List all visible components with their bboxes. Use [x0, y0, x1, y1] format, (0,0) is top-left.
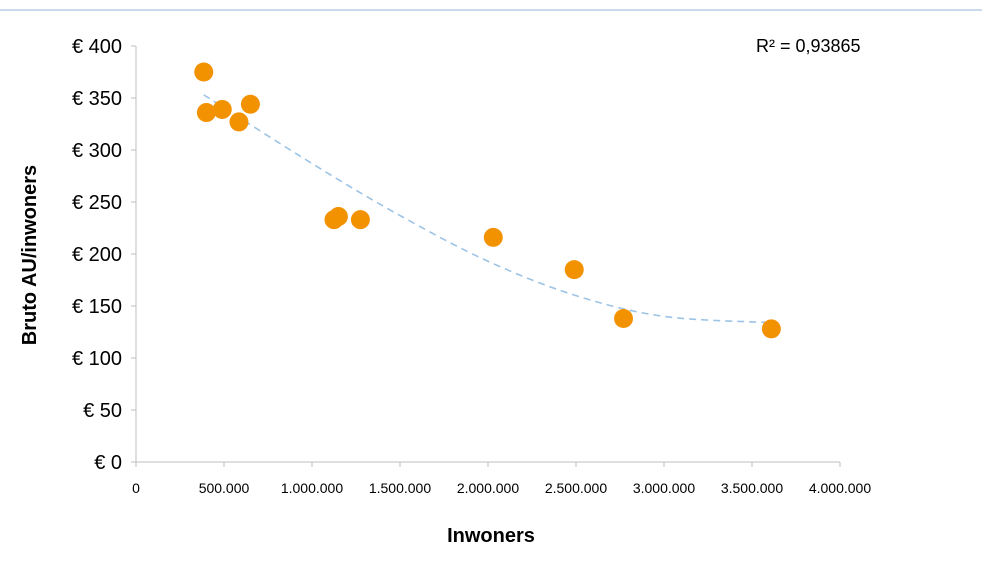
data-points	[194, 62, 781, 339]
data-point	[196, 103, 216, 123]
axes	[131, 45, 841, 467]
x-axis-title: Inwoners	[447, 525, 535, 547]
data-point	[240, 94, 260, 114]
y-tick-label: € 400	[72, 36, 122, 58]
x-tick-label: 1.000.000	[281, 480, 343, 496]
trendline-curve	[203, 94, 772, 324]
y-axis-title: Bruto AU/inwoners	[19, 165, 41, 345]
trendline	[203, 94, 772, 324]
y-tick-label: € 300	[72, 140, 122, 162]
data-point	[194, 62, 214, 82]
x-tick-label: 4.000.000	[809, 480, 871, 496]
y-tick-label: € 250	[72, 192, 122, 214]
x-tick-label: 1.500.000	[369, 480, 431, 496]
data-point	[229, 112, 249, 132]
data-point	[564, 260, 584, 280]
x-tick-label: 500.000	[199, 480, 250, 496]
y-tick-label: € 350	[72, 88, 122, 110]
data-point	[483, 227, 503, 247]
x-tick-label: 2.000.000	[457, 480, 519, 496]
data-point	[328, 207, 348, 227]
x-tick-label: 2.500.000	[545, 480, 607, 496]
y-tick-label: € 50	[83, 400, 122, 422]
y-tick-label: € 200	[72, 244, 122, 266]
x-tick-label: 3.000.000	[633, 480, 695, 496]
data-point	[761, 319, 781, 339]
x-tick-label: 3.500.000	[721, 480, 783, 496]
y-tick-label: € 150	[72, 296, 122, 318]
data-point	[614, 308, 634, 328]
r-squared-annotation: R² = 0,93865	[756, 36, 861, 56]
tick-labels: € 0 € 50 € 100 € 150 € 200 € 250 € 300 € 350 € 4…	[72, 36, 871, 496]
x-tick-label: 0	[132, 480, 140, 496]
y-tick-label: € 100	[72, 348, 122, 370]
y-tick-label: € 0	[94, 452, 122, 474]
data-point	[212, 99, 232, 119]
data-point	[350, 210, 370, 230]
